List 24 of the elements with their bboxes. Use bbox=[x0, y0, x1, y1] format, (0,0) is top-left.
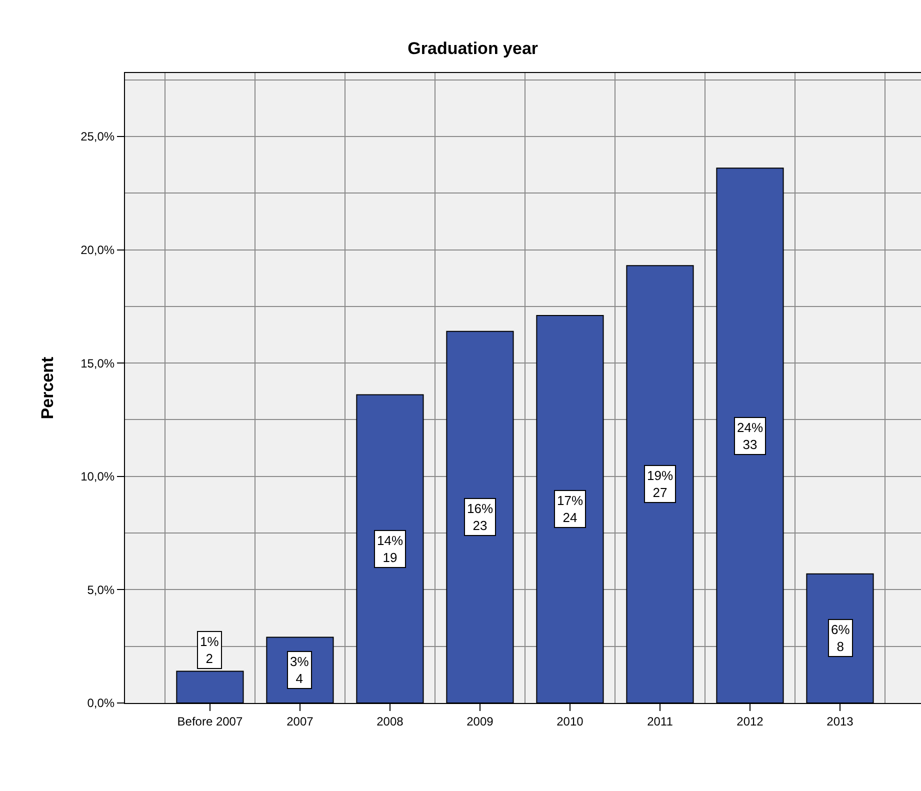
data-label: 1% 2 bbox=[200, 634, 220, 666]
chart-title: Graduation year bbox=[408, 38, 538, 58]
y-tick-label: 0,0% bbox=[87, 696, 115, 710]
x-tick-label: 2009 bbox=[466, 714, 494, 728]
x-tick-label: 2007 bbox=[286, 714, 314, 728]
data-label: 19% 27 bbox=[647, 468, 674, 500]
x-tick-label: Before 2007 bbox=[177, 714, 243, 728]
y-tick-label: 15,0% bbox=[80, 356, 115, 370]
data-label: 24% 33 bbox=[737, 420, 764, 452]
y-tick-label: 20,0% bbox=[80, 242, 115, 257]
y-axis-title: Percent bbox=[38, 356, 58, 420]
x-tick-label: 2012 bbox=[736, 714, 764, 728]
x-tick-label: 2013 bbox=[826, 714, 854, 728]
y-tick-label: 5,0% bbox=[87, 582, 115, 597]
y-tick-label: 10,0% bbox=[80, 470, 115, 484]
y-tick-label: 25,0% bbox=[80, 130, 115, 144]
x-tick-label: 2011 bbox=[647, 714, 674, 728]
data-label: 14% 19 bbox=[377, 533, 404, 565]
data-label: 3% 4 bbox=[290, 654, 310, 686]
data-label: 17% 24 bbox=[557, 493, 584, 525]
x-tick-label: 2010 bbox=[556, 714, 584, 728]
x-tick-label: 2008 bbox=[376, 714, 404, 728]
data-label: 16% 23 bbox=[467, 501, 494, 533]
data-label: 6% 8 bbox=[831, 622, 850, 654]
